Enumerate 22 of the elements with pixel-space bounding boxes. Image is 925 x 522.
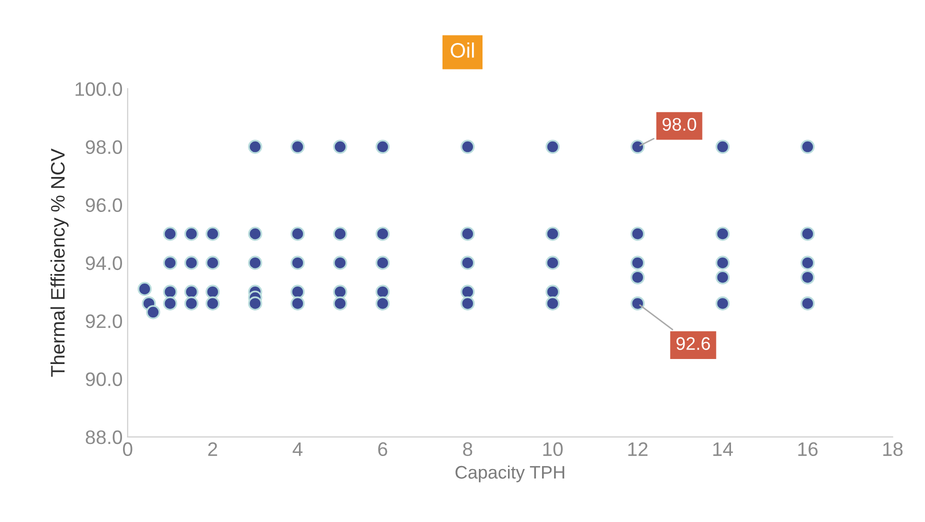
x-tick-label: 6 bbox=[378, 442, 388, 456]
x-tick-label: 16 bbox=[798, 442, 818, 456]
x-tick-label: 18 bbox=[883, 442, 903, 456]
y-tick-label: 88.0 bbox=[86, 430, 122, 444]
y-tick-label: 98.0 bbox=[86, 140, 122, 154]
y-tick-label: 100.0 bbox=[76, 82, 122, 96]
annotation: 98.0 bbox=[662, 118, 696, 131]
x-tick-label: 14 bbox=[713, 442, 733, 456]
y-tick-label: 94.0 bbox=[86, 256, 122, 270]
x-tick-label: 4 bbox=[292, 442, 302, 456]
x-axis-title: Capacity TPH bbox=[456, 465, 564, 482]
y-tick-label: 92.0 bbox=[86, 314, 122, 328]
annotation: 92.6 bbox=[676, 337, 710, 350]
y-axis-title: Thermal Efficiency % NCV bbox=[50, 148, 69, 377]
x-tick-label: 8 bbox=[463, 442, 472, 456]
x-tick-label: 10 bbox=[543, 442, 563, 456]
y-tick-label: 90.0 bbox=[86, 372, 122, 386]
x-tick-label: 2 bbox=[208, 442, 218, 456]
x-tick-label: 0 bbox=[123, 442, 132, 456]
y-tick-label: 96.0 bbox=[86, 198, 122, 212]
x-tick-label: 12 bbox=[628, 442, 648, 456]
chart-title: Oil bbox=[450, 42, 474, 58]
